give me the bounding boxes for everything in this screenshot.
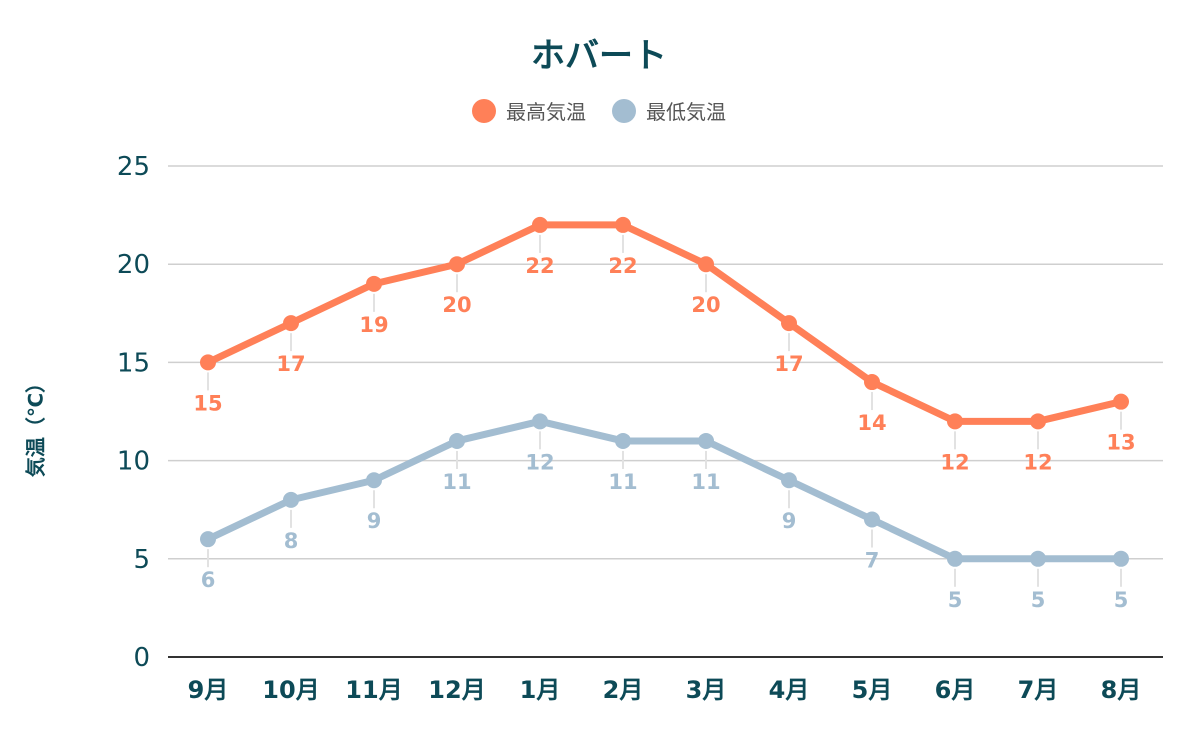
data-label: 17: [774, 352, 803, 376]
data-label: 11: [608, 470, 637, 494]
x-tick-label: 11月: [345, 676, 402, 704]
data-point: [1113, 393, 1129, 410]
x-tick-label: 9月: [188, 676, 229, 704]
data-label: 22: [608, 254, 637, 278]
data-point: [366, 275, 382, 292]
x-tick-label: 4月: [769, 676, 810, 704]
chart-legend: 最高気温 最低気温: [0, 96, 1198, 125]
data-point: [864, 374, 880, 391]
y-tick-label: 0: [133, 643, 150, 673]
data-label: 8: [284, 529, 299, 553]
legend-marker-max: [472, 98, 496, 123]
y-tick-label: 20: [117, 250, 150, 280]
data-label: 11: [691, 470, 720, 494]
data-point: [698, 256, 714, 273]
data-point: [864, 511, 880, 528]
data-label: 20: [442, 293, 471, 317]
data-label: 20: [691, 293, 720, 317]
data-point: [698, 432, 714, 449]
y-tick-label: 15: [117, 348, 150, 378]
x-tick-label: 12月: [428, 676, 485, 704]
series-line-1: [204, 417, 1125, 563]
x-tick-label: 10月: [262, 676, 319, 704]
data-point: [283, 315, 299, 332]
legend-item-min[interactable]: 最低気温: [612, 96, 726, 125]
data-label: 14: [857, 411, 886, 435]
data-label: 12: [940, 450, 969, 474]
y-tick-label: 5: [133, 545, 150, 575]
legend-marker-min: [612, 98, 636, 123]
x-tick-label: 1月: [520, 676, 561, 704]
data-point: [781, 315, 797, 332]
data-label: 7: [865, 549, 880, 573]
data-label: 17: [276, 352, 305, 376]
legend-label-min: 最低気温: [646, 100, 726, 124]
data-point: [283, 491, 299, 508]
data-label: 6: [201, 568, 216, 592]
data-point: [781, 472, 797, 489]
y-tick-label: 25: [117, 152, 150, 182]
data-label: 22: [525, 254, 554, 278]
data-label: 15: [193, 391, 222, 415]
data-point: [615, 432, 631, 449]
data-point: [449, 256, 465, 273]
data-label: 9: [367, 509, 382, 533]
data-point: [200, 354, 216, 371]
data-label: 12: [525, 450, 554, 474]
x-tick-label: 7月: [1018, 676, 1059, 704]
data-label: 5: [1114, 588, 1129, 612]
data-label: 11: [442, 470, 471, 494]
y-tick-label: 10: [117, 447, 150, 477]
x-tick-label: 6月: [935, 676, 976, 704]
data-label: 5: [1031, 588, 1046, 612]
data-point: [532, 413, 548, 430]
chart-title: ホバート: [531, 36, 667, 76]
data-point: [947, 550, 963, 567]
data-point: [200, 531, 216, 548]
data-label: 12: [1023, 450, 1052, 474]
x-tick-label: 5月: [852, 676, 893, 704]
series-line-0: [204, 221, 1125, 425]
data-label: 9: [782, 509, 797, 533]
data-point: [1113, 550, 1129, 567]
data-point: [532, 216, 548, 233]
data-point: [1030, 550, 1046, 567]
data-point: [366, 472, 382, 489]
data-point: [449, 432, 465, 449]
data-point: [615, 216, 631, 233]
data-label: 5: [948, 588, 963, 612]
data-point: [947, 413, 963, 430]
legend-label-max: 最高気温: [506, 100, 586, 124]
data-point: [1030, 413, 1046, 430]
x-tick-label: 3月: [686, 676, 727, 704]
data-label: 19: [359, 313, 388, 337]
x-tick-label: 2月: [603, 676, 644, 704]
x-tick-label: 8月: [1101, 676, 1142, 704]
legend-item-max[interactable]: 最高気温: [472, 96, 586, 125]
data-label: 13: [1106, 431, 1135, 455]
